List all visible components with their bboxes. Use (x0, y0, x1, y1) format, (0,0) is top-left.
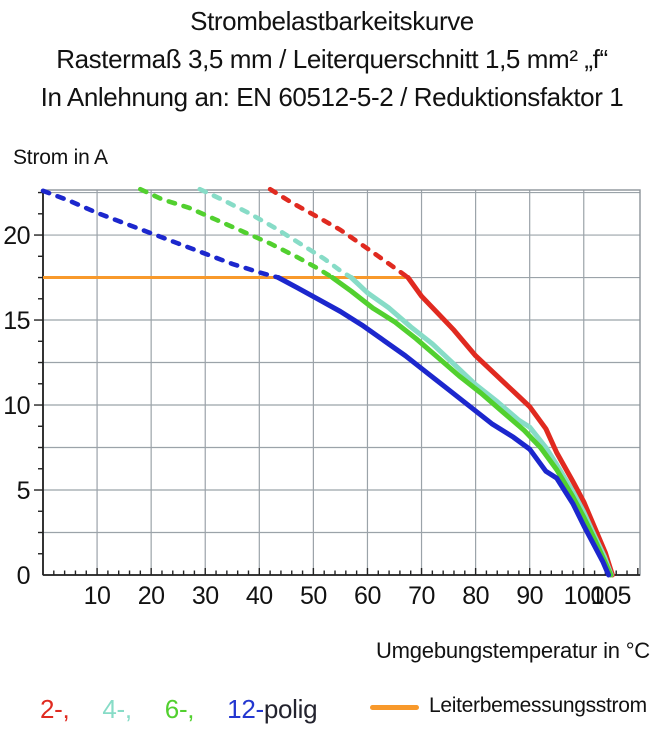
legend-pole-counts: 2-, 4-, 6-, 12-polig (40, 694, 318, 725)
y-tick-label: 20 (3, 222, 30, 250)
curve-12-polig-solid (275, 275, 612, 578)
rated-current-label: Leiterbemessungsstrom (429, 694, 647, 717)
x-tick-label: 90 (516, 582, 543, 610)
curve-6-polig-solid (329, 275, 614, 578)
y-tick-label: 0 (17, 562, 30, 590)
legend: 2-, 4-, 6-, 12-polig Leiterbemessungsstr… (0, 694, 664, 730)
x-axis-title: Umgebungstemperatur in °C (375, 638, 650, 663)
x-tick-label: 80 (462, 582, 489, 610)
x-tick-label: 10 (84, 582, 111, 610)
chart-subtitle-pitch-conductor: Rastermaß 3,5 mm / Leiterquerschnitt 1,5… (56, 44, 608, 74)
curve-4-polig-dashed (197, 186, 354, 280)
legend-item-12-polig: 12- (227, 694, 264, 724)
chart-title: Strombelastbarkeitskurve (190, 6, 474, 36)
chart-title-block: Strombelastbarkeitskurve Rastermaß 3,5 m… (0, 2, 664, 116)
x-tick-label: 70 (408, 582, 435, 610)
legend-pole-suffix: polig (263, 694, 318, 724)
x-tick-label: 40 (246, 582, 273, 610)
plot-frame (42, 189, 641, 576)
x-tick-label: 60 (354, 582, 381, 610)
x-tick-label: 105 (591, 582, 631, 610)
legend-item-6-polig: 6-, (164, 694, 195, 724)
curve-4-polig-solid (348, 275, 614, 578)
x-tick-label: 30 (192, 582, 219, 610)
legend-item-2-polig: 2-, (40, 694, 70, 724)
curve-2-polig-solid (405, 275, 615, 578)
x-tick-label: 50 (300, 582, 327, 610)
curve-12-polig-dashed (40, 188, 281, 280)
curve-2-polig-dashed (267, 186, 411, 280)
legend-item-4-polig: 4-, (102, 694, 132, 724)
rated-current-line-swatch (370, 705, 419, 710)
legend-rated-current: Leiterbemessungsstrom (370, 694, 647, 718)
curve-6-polig-dashed (138, 186, 335, 280)
chart-subtitle-standard: In Anlehnung an: EN 60512-5-2 / Reduktio… (40, 82, 624, 112)
y-tick-label: 15 (3, 307, 30, 335)
x-tick-label: 100 (564, 582, 604, 610)
x-tick-label: 20 (138, 582, 165, 610)
y-tick-label: 5 (17, 477, 30, 505)
y-tick-label: 10 (3, 392, 30, 420)
y-axis-title: Strom in A (13, 146, 108, 169)
